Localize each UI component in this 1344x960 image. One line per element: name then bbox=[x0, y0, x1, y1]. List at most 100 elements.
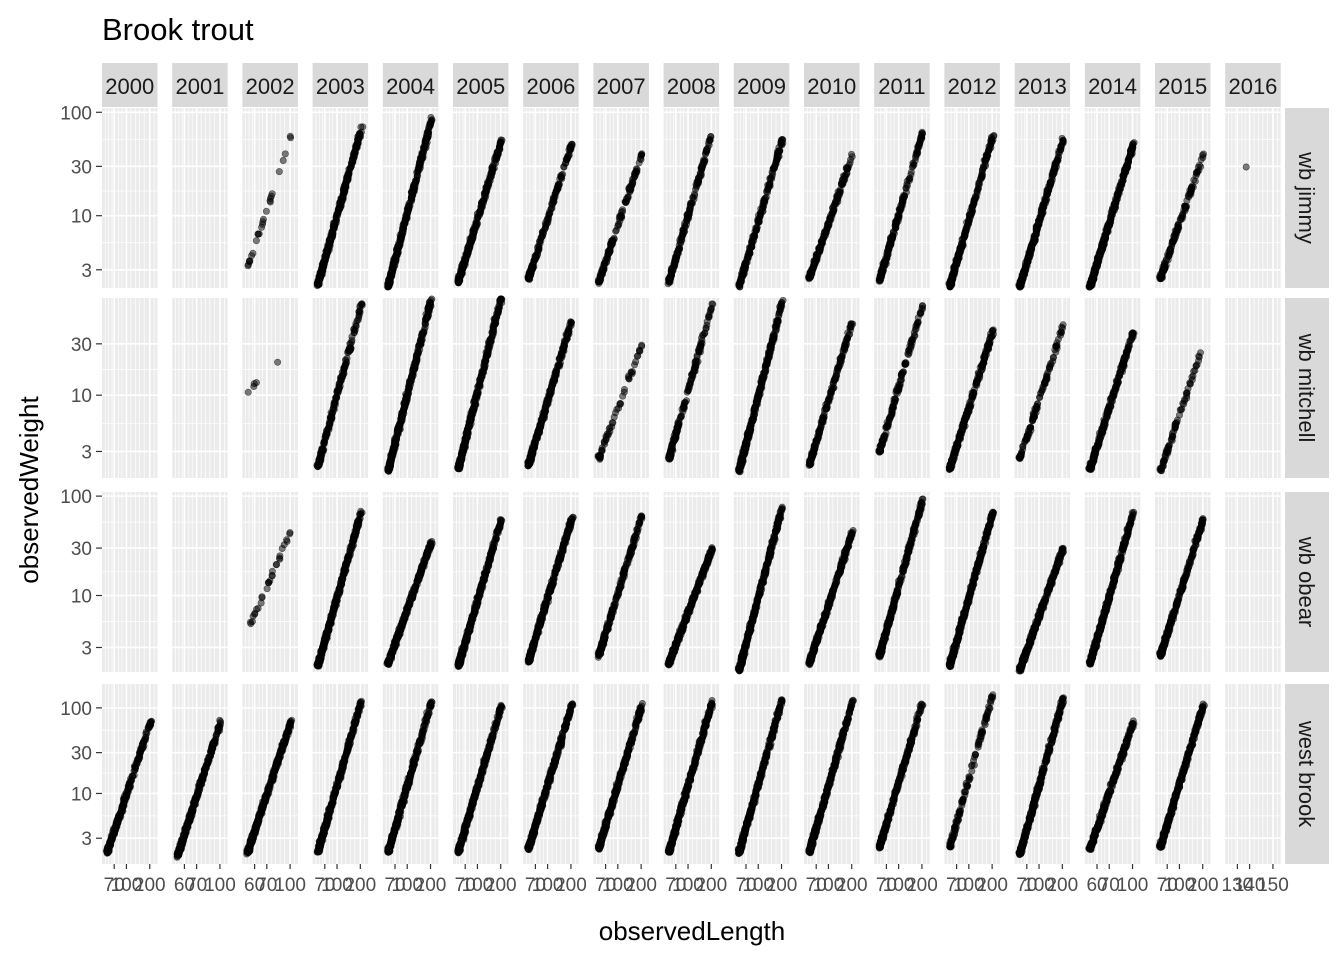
data-point bbox=[598, 269, 606, 277]
data-point bbox=[259, 218, 267, 226]
data-point bbox=[557, 173, 565, 181]
data-point bbox=[352, 141, 360, 149]
data-point bbox=[1059, 137, 1067, 145]
data-point bbox=[906, 175, 914, 183]
data-point bbox=[281, 150, 289, 158]
data-point bbox=[884, 247, 892, 255]
panel-bg-r0-c0 bbox=[102, 108, 158, 288]
data-point bbox=[773, 157, 781, 165]
data-point bbox=[832, 198, 840, 206]
data-point bbox=[1158, 270, 1166, 278]
data-point bbox=[701, 156, 709, 164]
data-point bbox=[1057, 146, 1065, 154]
data-point bbox=[982, 156, 990, 164]
data-point bbox=[1016, 281, 1024, 289]
data-point bbox=[604, 255, 612, 263]
data-point bbox=[409, 186, 417, 194]
data-point bbox=[670, 257, 678, 265]
data-point bbox=[596, 277, 604, 285]
data-point bbox=[705, 137, 713, 145]
data-point bbox=[332, 214, 340, 222]
data-point bbox=[607, 241, 615, 249]
data-point bbox=[752, 227, 760, 235]
data-point bbox=[836, 186, 844, 194]
data-point bbox=[553, 184, 561, 192]
data-point bbox=[758, 205, 766, 213]
data-point bbox=[987, 144, 995, 152]
data-point bbox=[964, 218, 972, 226]
data-point bbox=[262, 207, 270, 215]
data-point bbox=[479, 196, 487, 204]
data-point bbox=[909, 162, 917, 170]
data-point bbox=[413, 172, 421, 180]
data-point bbox=[837, 180, 845, 188]
panel-bg-r0-c16 bbox=[1225, 108, 1281, 288]
data-point bbox=[674, 246, 682, 254]
data-point bbox=[845, 161, 853, 169]
data-point bbox=[405, 204, 413, 212]
data-point bbox=[497, 139, 505, 147]
data-point bbox=[1036, 213, 1044, 221]
data-point bbox=[808, 265, 816, 273]
data-point bbox=[1101, 234, 1109, 242]
data-point bbox=[684, 211, 692, 219]
data-point bbox=[914, 145, 922, 153]
data-point bbox=[394, 242, 402, 250]
data-point bbox=[961, 230, 969, 238]
data-point bbox=[617, 212, 625, 220]
data-point bbox=[695, 174, 703, 182]
data-point bbox=[748, 243, 756, 251]
data-point bbox=[1049, 168, 1057, 176]
data-point bbox=[1020, 270, 1028, 278]
data-point bbox=[679, 226, 687, 234]
data-point bbox=[1189, 183, 1197, 191]
data-point bbox=[349, 157, 357, 165]
data-point bbox=[978, 174, 986, 182]
data-point bbox=[754, 219, 762, 227]
data-point bbox=[428, 116, 436, 124]
data-point bbox=[279, 157, 287, 165]
data-point bbox=[315, 278, 323, 286]
data-point bbox=[533, 243, 541, 251]
data-point bbox=[891, 220, 899, 228]
data-point bbox=[637, 156, 645, 164]
data-point bbox=[623, 197, 631, 205]
data-point bbox=[1121, 165, 1129, 173]
data-point bbox=[744, 251, 752, 259]
data-point bbox=[627, 185, 635, 193]
data-point bbox=[1242, 163, 1250, 171]
data-point bbox=[1193, 168, 1201, 176]
data-point bbox=[530, 256, 538, 264]
data-point bbox=[1025, 249, 1033, 257]
data-point bbox=[252, 379, 260, 387]
data-point bbox=[1112, 199, 1120, 207]
data-point bbox=[898, 194, 906, 202]
panel-bg-r0-c1 bbox=[172, 108, 228, 288]
data-point bbox=[968, 208, 976, 216]
data-point bbox=[1034, 221, 1042, 229]
data-point bbox=[883, 255, 891, 263]
data-point bbox=[482, 183, 490, 191]
data-point bbox=[824, 220, 832, 228]
data-point bbox=[316, 271, 324, 279]
data-point bbox=[1029, 240, 1037, 248]
data-point bbox=[736, 281, 744, 289]
data-point bbox=[527, 267, 535, 275]
data-point bbox=[488, 170, 496, 178]
scatter-points-r0-c16 bbox=[1242, 163, 1250, 171]
data-point bbox=[387, 274, 395, 282]
data-point bbox=[356, 133, 364, 141]
data-point bbox=[457, 272, 465, 280]
data-point bbox=[494, 149, 502, 157]
data-point bbox=[946, 281, 954, 289]
data-point bbox=[1162, 255, 1170, 263]
panel-bg-r1-c16 bbox=[1225, 298, 1281, 478]
data-point bbox=[476, 207, 484, 215]
data-point bbox=[322, 252, 330, 260]
data-point bbox=[539, 229, 547, 237]
data-point bbox=[248, 252, 256, 260]
scatter-points-r0-c2 bbox=[244, 132, 295, 270]
data-point bbox=[815, 248, 823, 256]
data-point bbox=[252, 237, 260, 245]
data-point bbox=[397, 234, 405, 242]
